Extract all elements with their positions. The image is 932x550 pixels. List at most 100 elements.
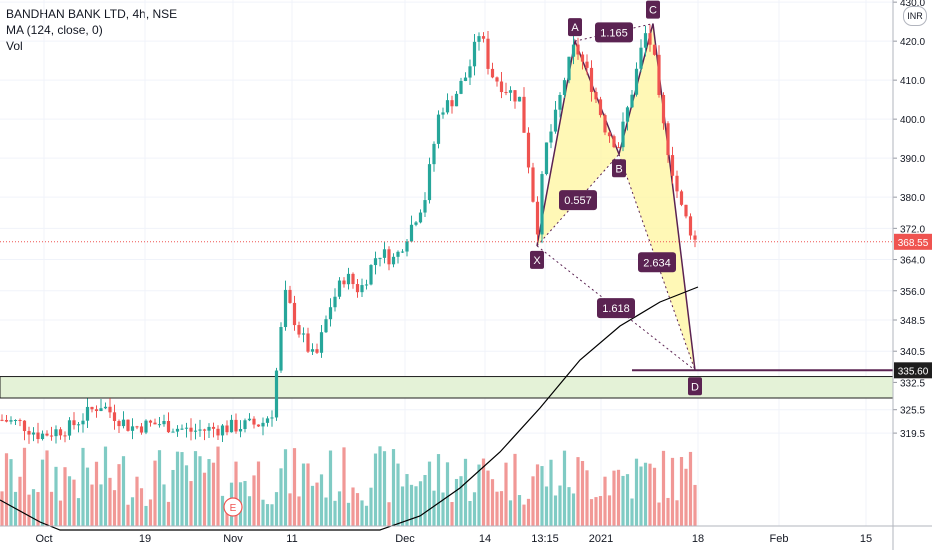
volume-bar: [207, 459, 211, 526]
volume-bar: [103, 446, 108, 526]
candle: [576, 44, 580, 55]
volume-bar: [144, 505, 148, 526]
y-tick-label: 430.0: [900, 0, 925, 9]
candle: [472, 41, 477, 67]
y-tick-label: 356.0: [900, 287, 925, 298]
volume-bar: [175, 451, 180, 526]
pattern-point-badge: [612, 159, 626, 178]
volume-bar: [364, 505, 369, 526]
candle: [517, 96, 522, 102]
candle: [639, 47, 643, 69]
candle: [625, 107, 630, 122]
candle: [171, 431, 175, 433]
volume-bar: [54, 466, 58, 526]
y-tick-label: 364.0: [900, 256, 925, 267]
volume-bar: [310, 485, 315, 526]
candle: [49, 435, 54, 437]
volume-bar: [90, 484, 94, 526]
last-price-label: 368.55: [898, 238, 929, 249]
volume-bar: [693, 484, 697, 526]
candle: [153, 422, 157, 425]
candle: [688, 216, 693, 236]
volume-bar: [630, 498, 634, 526]
candle: [162, 421, 166, 425]
volume-bar: [657, 502, 661, 526]
candle: [252, 418, 256, 425]
candle: [103, 406, 108, 409]
volume-bar: [468, 500, 472, 526]
volume-bar: [333, 500, 337, 526]
event-marker-icon[interactable]: [223, 497, 243, 517]
event-marker-label: E: [230, 503, 237, 514]
candle: [540, 174, 544, 235]
volume-bar: [306, 463, 310, 526]
volume-bar: [616, 469, 621, 526]
candle: [193, 430, 198, 432]
candle: [310, 349, 315, 352]
candle: [108, 406, 112, 413]
candle: [382, 249, 387, 258]
candle: [31, 432, 36, 435]
volume-bar: [400, 486, 405, 526]
volume-bar: [409, 484, 414, 526]
candle: [126, 419, 130, 431]
volume-bar: [315, 482, 319, 526]
volume-bar: [351, 487, 355, 526]
candle: [364, 284, 369, 286]
volume-bar: [279, 468, 283, 526]
volume-bar: [18, 476, 22, 526]
candle: [72, 420, 76, 426]
volume-bar: [634, 458, 639, 526]
volume-bar: [418, 481, 423, 526]
candle: [513, 90, 517, 102]
volume-bar: [292, 448, 297, 526]
volume-bar: [508, 500, 513, 526]
y-tick-label: 325.5: [900, 406, 925, 417]
candle: [648, 33, 652, 45]
candle: [22, 420, 27, 432]
candle: [531, 167, 535, 202]
volume-bar: [243, 480, 247, 526]
y-tick-label: 420.0: [900, 37, 925, 48]
candle: [324, 319, 328, 333]
volume-bar: [643, 462, 648, 526]
x-tick-label: Nov: [223, 533, 243, 545]
volume-bar: [576, 457, 580, 526]
volume-bar: [31, 489, 36, 526]
volume-bar: [4, 453, 9, 526]
candle: [360, 285, 364, 293]
candle: [463, 77, 468, 81]
volume-bar: [504, 462, 508, 526]
volume-bar: [594, 497, 598, 526]
pattern-point-badge: [530, 250, 544, 269]
volume-bar: [328, 450, 333, 526]
volume-bar: [562, 450, 567, 526]
volume-bar: [598, 496, 603, 526]
currency-badge[interactable]: INR: [903, 6, 927, 26]
volume-bar: [427, 461, 432, 526]
volume-bar: [202, 472, 207, 526]
pattern-point-label: X: [533, 255, 541, 267]
volume-bar: [108, 477, 112, 526]
y-tick-label: 372.0: [900, 224, 925, 235]
chart-legend: BANDHAN BANK LTD, 4h, NSE MA (124, close…: [6, 6, 177, 54]
volume-bar: [211, 462, 216, 526]
candle: [490, 68, 495, 78]
candle: [112, 412, 117, 422]
volume-bar: [652, 467, 657, 526]
x-tick-label: 2021: [589, 533, 613, 545]
volume-bar: [688, 451, 693, 526]
candle: [450, 100, 454, 107]
volume-bar: [180, 452, 184, 526]
volume-bar: [391, 449, 396, 526]
candle: [616, 147, 621, 149]
candle: [283, 289, 288, 328]
volume-bar: [220, 495, 225, 526]
candle: [189, 427, 193, 432]
x-tick-label: 18: [692, 533, 704, 545]
volume-bar: [679, 457, 684, 526]
volume-bar: [387, 502, 391, 526]
volume-bar: [621, 475, 625, 526]
candle: [544, 142, 549, 175]
